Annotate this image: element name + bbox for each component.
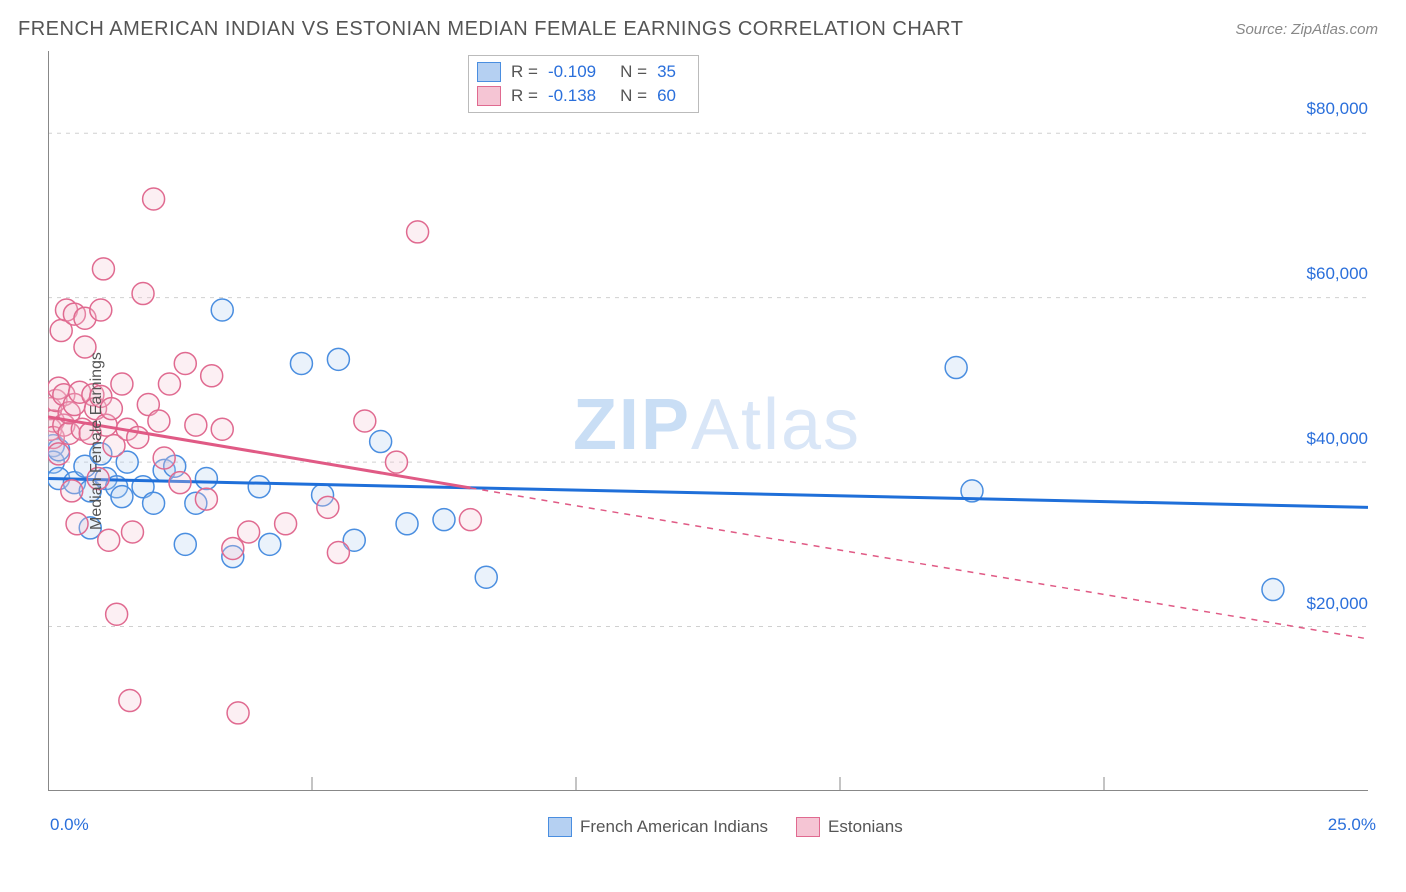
ytick-40000: $40,000 — [1307, 429, 1368, 449]
data-point — [61, 480, 83, 502]
data-point — [143, 188, 165, 210]
data-point — [222, 537, 244, 559]
data-point — [132, 283, 154, 305]
data-point — [158, 373, 180, 395]
legend-swatch — [477, 62, 501, 82]
legend-item: French American Indians — [548, 817, 768, 837]
data-point — [275, 513, 297, 535]
data-point — [248, 476, 270, 498]
y-axis-label: Median Female Earnings — [88, 352, 106, 530]
data-point — [354, 410, 376, 432]
data-point — [211, 418, 233, 440]
legend-stats-row: R =-0.109N =35 — [477, 60, 690, 84]
legend-series: French American Indians Estonians — [548, 817, 903, 837]
data-point — [1262, 579, 1284, 601]
data-point — [92, 258, 114, 280]
data-point — [385, 451, 407, 473]
data-point — [238, 521, 260, 543]
data-point — [111, 486, 133, 508]
data-point — [433, 509, 455, 531]
scatter-plot — [48, 51, 1368, 791]
data-point — [121, 521, 143, 543]
data-point — [211, 299, 233, 321]
data-point — [119, 690, 141, 712]
ytick-60000: $60,000 — [1307, 264, 1368, 284]
data-point — [169, 472, 191, 494]
legend-stats: R =-0.109N =35R =-0.138N =60 — [468, 55, 699, 113]
data-point — [90, 299, 112, 321]
data-point — [185, 414, 207, 436]
data-point — [201, 365, 223, 387]
data-point — [148, 410, 170, 432]
data-point — [396, 513, 418, 535]
data-point — [98, 529, 120, 551]
data-point — [370, 431, 392, 453]
legend-stats-row: R =-0.138N =60 — [477, 84, 690, 108]
legend-swatch — [796, 817, 820, 837]
x-axis-end: 25.0% — [1328, 815, 1376, 835]
ytick-20000: $20,000 — [1307, 594, 1368, 614]
data-point — [106, 603, 128, 625]
trend-line — [48, 479, 1368, 508]
data-point — [143, 492, 165, 514]
data-point — [195, 488, 217, 510]
data-point — [227, 702, 249, 724]
data-point — [290, 352, 312, 374]
data-point — [66, 513, 88, 535]
x-axis-start: 0.0% — [50, 815, 89, 835]
data-point — [111, 373, 133, 395]
data-point — [945, 357, 967, 379]
ytick-80000: $80,000 — [1307, 99, 1368, 119]
data-point — [259, 533, 281, 555]
data-point — [153, 447, 175, 469]
trend-line-extrapolated — [470, 488, 1368, 639]
data-point — [459, 509, 481, 531]
data-point — [48, 443, 70, 465]
data-point — [195, 468, 217, 490]
legend-swatch — [548, 817, 572, 837]
legend-swatch — [477, 86, 501, 106]
chart-source: Source: ZipAtlas.com — [1235, 21, 1378, 38]
data-point — [475, 566, 497, 588]
data-point — [327, 348, 349, 370]
data-point — [174, 352, 196, 374]
chart-title: FRENCH AMERICAN INDIAN VS ESTONIAN MEDIA… — [18, 18, 963, 41]
data-point — [174, 533, 196, 555]
chart-area: Median Female Earnings ZIPAtlas R =-0.10… — [48, 51, 1386, 831]
data-point — [327, 542, 349, 564]
data-point — [317, 496, 339, 518]
legend-item: Estonians — [796, 817, 903, 837]
chart-header: FRENCH AMERICAN INDIAN VS ESTONIAN MEDIA… — [0, 0, 1406, 51]
data-point — [407, 221, 429, 243]
